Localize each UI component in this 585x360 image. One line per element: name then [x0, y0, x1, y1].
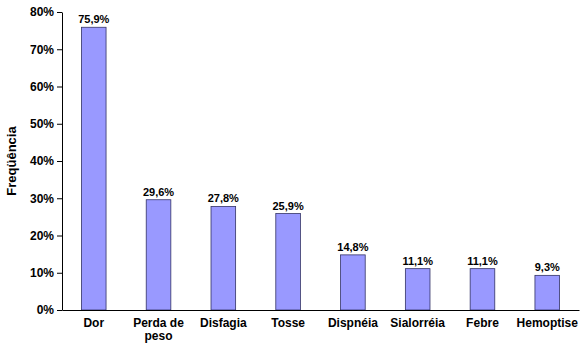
data-label: 11,1% — [467, 255, 498, 267]
x-tick-label: Dor — [83, 316, 104, 330]
plot: 0% 10% 20% 30% 40% 50% 60% 70% 80% Dor Perda depes… — [30, 5, 580, 342]
x-tick-label-line: peso — [145, 329, 173, 343]
x-tick: Dor — [83, 310, 104, 330]
y-tick: 30% — [30, 192, 62, 206]
y-tick-label: 30% — [30, 192, 54, 206]
y-tick: 50% — [30, 117, 62, 131]
bar — [276, 214, 301, 310]
bars — [81, 27, 559, 310]
y-axis: 0% 10% 20% 30% 40% 50% 60% 70% 80% — [30, 5, 63, 317]
data-label: 75,9% — [78, 13, 109, 25]
x-tick-label: Dispnéia — [328, 316, 378, 330]
x-tick-label-line: Febre — [466, 316, 499, 330]
y-tick-mark — [57, 49, 62, 50]
y-axis-line — [62, 13, 63, 311]
x-tick-label-line: Sialorréia — [390, 316, 445, 330]
bar — [535, 275, 560, 310]
x-tick-label: Tosse — [271, 316, 305, 330]
bar — [146, 200, 171, 310]
y-tick-mark — [57, 12, 62, 13]
data-label: 27,8% — [208, 192, 239, 204]
x-tick-label: Febre — [466, 316, 499, 330]
y-tick-label: 80% — [30, 5, 54, 19]
x-tick-label-line: Dor — [83, 316, 104, 330]
bar — [341, 255, 366, 310]
y-tick-mark — [57, 198, 62, 199]
y-tick-label: 10% — [30, 266, 54, 280]
y-axis-title: Freqüência — [4, 126, 19, 196]
x-axis-line — [63, 310, 580, 311]
y-tick-mark — [57, 236, 62, 237]
x-axis: Dor Perda depeso Disfagia Tosse Dispnéia Sial… — [63, 310, 580, 343]
y-tick: 20% — [30, 229, 62, 243]
data-label: 11,1% — [402, 255, 433, 267]
x-tick: Disfagia — [200, 310, 247, 330]
y-tick: 40% — [30, 154, 62, 168]
data-labels: 75,9% 29,6% 27,8% 25,9% 14,8% 11,1% 11,1% 9,3% — [78, 13, 560, 273]
bar — [470, 269, 495, 310]
x-tick: Perda depeso — [133, 310, 184, 343]
y-tick-label: 20% — [30, 229, 54, 243]
data-label: 9,3% — [535, 261, 560, 273]
y-tick: 70% — [30, 43, 62, 57]
y-tick: 80% — [30, 5, 62, 19]
y-tick-label: 60% — [30, 80, 54, 94]
x-tick-label: Sialorréia — [390, 316, 445, 330]
y-tick-mark — [57, 310, 62, 311]
y-tick-label: 0% — [37, 303, 55, 317]
data-label: 25,9% — [273, 200, 304, 212]
x-tick: Febre — [466, 310, 499, 330]
x-tick-label-line: Disfagia — [200, 316, 247, 330]
y-tick-label: 40% — [30, 154, 54, 168]
bar — [211, 206, 236, 310]
x-tick-label: Perda depeso — [133, 316, 184, 343]
y-tick-mark — [57, 87, 62, 88]
data-label: 14,8% — [337, 241, 368, 253]
y-tick: 0% — [37, 303, 62, 317]
y-tick-mark — [57, 161, 62, 162]
bar — [81, 27, 106, 310]
chart: 0% 10% 20% 30% 40% 50% 60% 70% 80% Dor Perda depes… — [0, 0, 585, 360]
x-tick: Dispnéia — [328, 310, 378, 330]
x-tick-label-line: Perda de — [133, 316, 184, 330]
x-tick-label: Disfagia — [200, 316, 247, 330]
x-tick-label: Hemoptise — [517, 316, 579, 330]
y-tick: 10% — [30, 266, 62, 280]
y-tick-mark — [57, 273, 62, 274]
x-tick-label-line: Hemoptise — [517, 316, 579, 330]
x-tick-label-line: Dispnéia — [328, 316, 378, 330]
x-tick-label-line: Tosse — [271, 316, 305, 330]
x-tick: Tosse — [271, 310, 305, 330]
y-tick: 60% — [30, 80, 62, 94]
data-label: 29,6% — [143, 186, 174, 198]
x-tick: Sialorréia — [390, 310, 445, 330]
y-tick-label: 50% — [30, 117, 54, 131]
x-tick: Hemoptise — [517, 310, 579, 330]
bar — [405, 269, 430, 310]
y-tick-mark — [57, 124, 62, 125]
y-tick-label: 70% — [30, 43, 54, 57]
